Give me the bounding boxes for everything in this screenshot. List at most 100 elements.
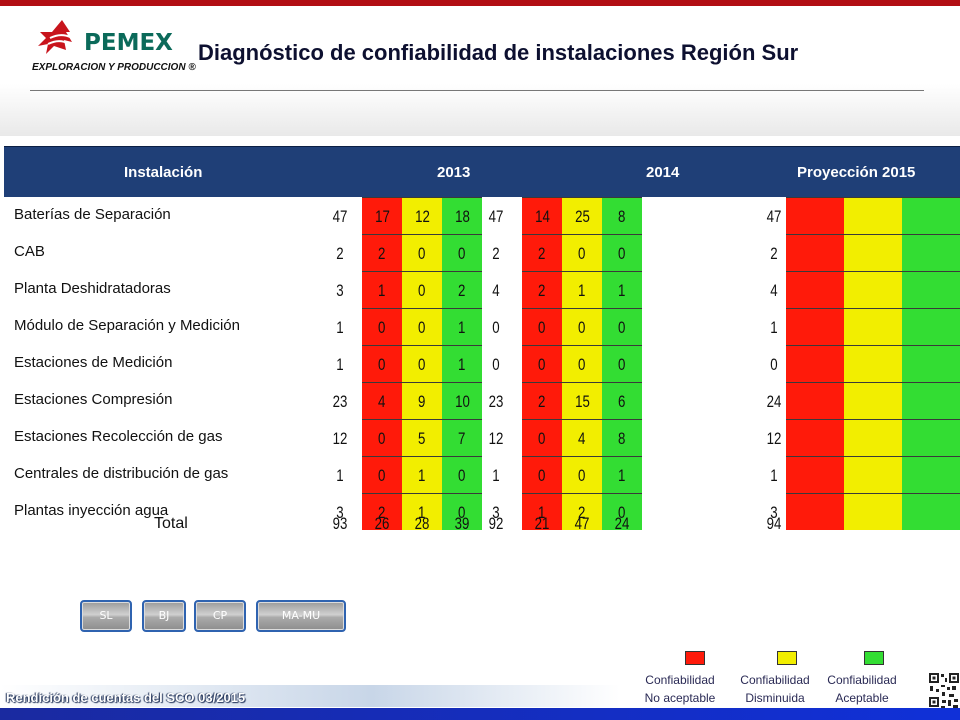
status-cell-g13: 10 — [442, 382, 482, 419]
top-accent-bar — [0, 0, 960, 6]
table-row: Estaciones Compresión 23 23 24 4 9 10 2 15 6 — [0, 382, 960, 419]
legend-line-2: Aceptable — [835, 691, 889, 705]
status-value: 0 — [538, 318, 546, 337]
status-value: 0 — [378, 466, 386, 485]
logo-wordmark: PEMEX — [84, 30, 173, 56]
status-cell-r13: 0 — [362, 419, 402, 456]
status-value: 0 — [378, 429, 386, 448]
row-label: Baterías de Separación — [14, 206, 171, 223]
projection-cell-green — [902, 419, 960, 456]
status-value: 4 — [578, 429, 586, 448]
count-t13: 1 — [336, 466, 344, 485]
status-cell-g14: 8 — [602, 197, 642, 234]
status-value: 0 — [578, 244, 586, 263]
status-cell-g13: 7 — [442, 419, 482, 456]
status-value: 8 — [618, 207, 626, 226]
projection-cell-yellow — [844, 382, 902, 419]
count-t13: 3 — [336, 503, 344, 522]
projection-cell-green — [902, 234, 960, 271]
qr-code-icon — [928, 672, 960, 712]
status-value: 15 — [574, 392, 590, 411]
total-r14: 21 — [534, 514, 550, 533]
status-cell-g13: 18 — [442, 197, 482, 234]
nav-button-cp[interactable]: CP — [194, 600, 246, 632]
status-value: 5 — [418, 429, 426, 448]
count-t14: 47 — [488, 207, 504, 226]
status-value: 0 — [418, 281, 426, 300]
nav-button-ma-mu[interactable]: MA-MU — [256, 600, 346, 632]
legend-line-1: Confiabilidad — [740, 673, 810, 687]
status-cell-g13: 0 — [442, 493, 482, 530]
status-cell-r13: 0 — [362, 456, 402, 493]
status-cell-r13: 0 — [362, 308, 402, 345]
count-t13: 23 — [332, 392, 348, 411]
status-value: 0 — [578, 318, 586, 337]
total-g14: 24 — [614, 514, 630, 533]
status-cell-g14: 0 — [602, 345, 642, 382]
status-value: 2 — [538, 281, 546, 300]
status-value: 12 — [414, 207, 430, 226]
page-title: Diagnóstico de confiabilidad de instalac… — [198, 40, 799, 65]
count-t13: 2 — [336, 244, 344, 263]
status-value: 0 — [538, 466, 546, 485]
status-value: 0 — [538, 355, 546, 374]
status-value: 0 — [458, 466, 466, 485]
header-installation: Instalación — [124, 164, 203, 181]
logo-subtitle: EXPLORACION Y PRODUCCION ® — [32, 62, 196, 73]
projection-cell-green — [902, 456, 960, 493]
legend-line-2: No aceptable — [644, 691, 716, 705]
nav-button-bj[interactable]: BJ — [142, 600, 186, 632]
status-cell-g13: 1 — [442, 345, 482, 382]
table-row: Centrales de distribución de gas 1 1 1 0 1 0 0 0… — [0, 456, 960, 493]
status-value: 4 — [378, 392, 386, 411]
projection-cell-yellow — [844, 308, 902, 345]
status-value: 2 — [538, 392, 546, 411]
count-p15: 0 — [770, 355, 778, 374]
projection-cell-yellow — [844, 345, 902, 382]
row-label: Estaciones Recolección de gas — [14, 428, 223, 445]
status-cell-y14: 0 — [562, 308, 602, 345]
projection-cell-green — [902, 308, 960, 345]
count-p15: 2 — [770, 244, 778, 263]
status-value: 1 — [458, 355, 466, 374]
count-t13: 3 — [336, 281, 344, 300]
status-value: 17 — [374, 207, 390, 226]
title-divider — [30, 90, 924, 91]
status-value: 0 — [618, 244, 626, 263]
status-value: 0 — [378, 355, 386, 374]
status-value: 7 — [458, 429, 466, 448]
status-value: 0 — [378, 318, 386, 337]
status-cell-y13: 0 — [402, 234, 442, 271]
legend-label: Confiabilidad Aceptable — [812, 671, 912, 707]
legend-line-2: Disminuida — [745, 691, 805, 705]
status-cell-y14: 1 — [562, 271, 602, 308]
status-cell-r13: 0 — [362, 345, 402, 382]
table-row: Módulo de Separación y Medición 1 0 1 0 0 1 0 0 0 — [0, 308, 960, 345]
status-cell-y14: 0 — [562, 345, 602, 382]
footer-caption: Rendición de cuentas del SCO 03/2015 — [6, 690, 246, 705]
status-value: 0 — [618, 355, 626, 374]
status-cell-r14: 2 — [522, 234, 562, 271]
status-value: 0 — [458, 503, 466, 522]
status-value: 0 — [458, 244, 466, 263]
bottom-accent-bar — [0, 708, 960, 720]
count-p15: 1 — [770, 466, 778, 485]
status-value: 1 — [618, 281, 626, 300]
nav-button-sl[interactable]: SL — [80, 600, 132, 632]
count-t13: 47 — [332, 207, 348, 226]
status-cell-r14: 0 — [522, 456, 562, 493]
status-value: 10 — [454, 392, 470, 411]
legend-label: Confiabilidad Disminuida — [725, 671, 825, 707]
status-cell-r14: 0 — [522, 345, 562, 382]
count-t14: 3 — [492, 503, 500, 522]
count-p15: 4 — [770, 281, 778, 300]
status-cell-y14: 0 — [562, 234, 602, 271]
projection-cell-red — [786, 234, 844, 271]
status-cell-g13: 0 — [442, 234, 482, 271]
projection-cell-red — [786, 456, 844, 493]
count-t14: 4 — [492, 281, 500, 300]
status-value: 0 — [618, 318, 626, 337]
status-cell-g13: 0 — [442, 456, 482, 493]
status-cell-r13: 4 — [362, 382, 402, 419]
pemex-logo: PEMEX EXPLORACION Y PRODUCCION ® — [28, 18, 198, 84]
